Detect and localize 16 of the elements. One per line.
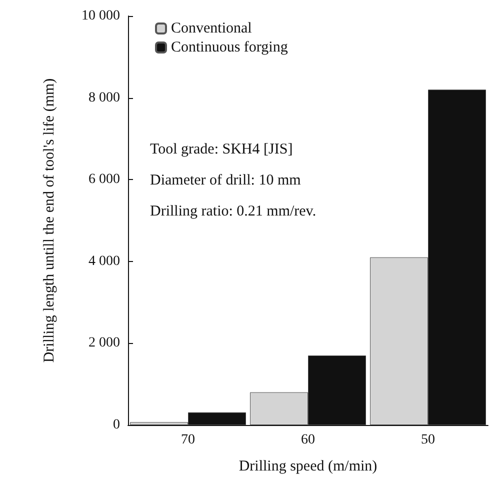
x-tick-label: 70 [181, 432, 195, 448]
x-tick-label: 50 [421, 432, 435, 448]
annotation: Tool grade: SKH4 [JIS] [150, 142, 293, 158]
y-axis-title: Drilling length untill the end of tool's life (mm) [42, 78, 58, 363]
y-tick-label: 8 000 [88, 90, 120, 106]
x-axis-title: Drilling speed (m/min) [238, 458, 378, 474]
legend-label: Conventional [171, 20, 252, 36]
y-tick-label: 10 000 [82, 8, 120, 24]
y-tick-label: 2 000 [88, 336, 120, 351]
y-tick-label: 4 000 [88, 254, 120, 269]
legend-label: Continuous forging [171, 40, 288, 56]
y-tick-label: 6 000 [88, 172, 120, 188]
annotation: Diameter of drill: 10 mm [150, 172, 302, 188]
annotation: Drilling ratio: 0.21 mm/rev. [150, 204, 316, 220]
x-tick-label: 60 [301, 432, 315, 448]
y-tick-label: 0 [113, 418, 120, 432]
